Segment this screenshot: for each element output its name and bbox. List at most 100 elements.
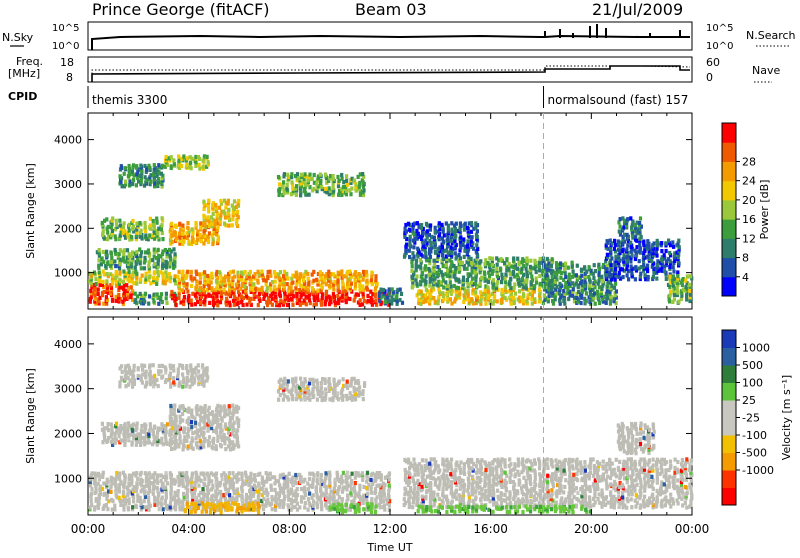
y-tick-label: 1000 (54, 267, 82, 280)
data-cell (354, 284, 357, 288)
data-cell (268, 270, 271, 274)
data-cell (118, 496, 121, 500)
data-cell (558, 282, 561, 286)
data-cell (509, 277, 512, 281)
data-cell (672, 245, 675, 249)
data-cell (673, 259, 676, 263)
data-cell (321, 296, 324, 300)
data-cell (165, 260, 168, 264)
data-cell (216, 217, 219, 221)
data-cell (291, 281, 294, 285)
data-cell (135, 222, 138, 226)
data-cell (126, 248, 129, 252)
data-cell (106, 478, 109, 482)
data-cell (614, 282, 617, 286)
data-cell (404, 227, 407, 231)
data-cell (466, 243, 469, 247)
colorbar-swatch (722, 161, 736, 181)
data-cell (115, 422, 118, 426)
data-cell (157, 163, 160, 167)
data-cell (470, 297, 473, 301)
data-cell (227, 431, 230, 435)
data-cell (656, 259, 659, 263)
data-cell (315, 278, 318, 282)
data-cell (307, 508, 310, 512)
data-cell (340, 269, 343, 273)
data-cell (127, 506, 130, 510)
data-cell (298, 280, 301, 284)
data-cell (113, 507, 116, 511)
data-cell (190, 299, 193, 303)
data-cell (199, 427, 202, 431)
data-cell (202, 431, 205, 435)
data-cell (160, 422, 163, 426)
data-cell (277, 479, 280, 483)
data-cell (445, 272, 448, 276)
data-cell (169, 439, 172, 443)
data-cell (369, 478, 372, 482)
data-cell (629, 216, 632, 220)
data-cell (206, 366, 209, 370)
data-cell (425, 288, 428, 292)
data-cell (201, 487, 204, 491)
data-cell (206, 155, 209, 159)
data-cell (211, 410, 214, 414)
data-cell (551, 257, 554, 261)
data-cell (119, 248, 122, 252)
freq-strip (92, 66, 690, 82)
data-cell (232, 270, 235, 274)
data-cell (539, 282, 542, 286)
data-cell (106, 507, 109, 511)
data-cell (144, 225, 147, 229)
data-cell (122, 490, 125, 494)
data-cell (149, 223, 152, 227)
data-cell (208, 406, 211, 410)
data-cell (341, 497, 344, 501)
data-cell (197, 363, 200, 367)
data-cell (240, 494, 243, 498)
data-cell (273, 475, 276, 479)
data-cell (319, 487, 322, 491)
data-cell (290, 286, 293, 290)
data-cell (249, 270, 252, 274)
data-cell (303, 478, 306, 482)
data-cell (407, 222, 410, 226)
data-cell (278, 182, 281, 186)
data-cell (638, 259, 641, 263)
data-cell (630, 264, 633, 268)
data-cell (156, 270, 159, 274)
data-cell (470, 261, 473, 265)
data-cell (89, 289, 92, 293)
data-cell (317, 289, 320, 293)
data-cell (353, 505, 356, 509)
data-cell (665, 277, 668, 281)
data-cell (177, 296, 180, 300)
data-cell (207, 215, 210, 219)
data-cell (185, 364, 188, 368)
data-cell (299, 272, 302, 276)
data-cell (135, 250, 138, 254)
data-cell (288, 472, 291, 476)
data-cell (153, 270, 156, 274)
data-cell (538, 288, 541, 292)
data-cell (338, 495, 341, 499)
data-cell (172, 247, 175, 251)
data-cell (564, 262, 567, 266)
data-cell (626, 233, 629, 237)
data-cell (466, 278, 469, 282)
colorbar-swatch (722, 277, 736, 297)
data-cell (583, 265, 586, 269)
data-cell (160, 223, 163, 227)
data-cell (459, 235, 462, 239)
data-cell (97, 292, 100, 296)
data-cell (210, 471, 213, 475)
data-cell (139, 254, 142, 258)
data-cell (220, 435, 223, 439)
data-cell (596, 290, 599, 294)
data-cell (190, 303, 193, 307)
data-cell (190, 284, 193, 288)
data-cell (486, 261, 489, 265)
data-cell (244, 471, 247, 475)
data-cell (325, 290, 328, 294)
data-cell (143, 489, 146, 493)
